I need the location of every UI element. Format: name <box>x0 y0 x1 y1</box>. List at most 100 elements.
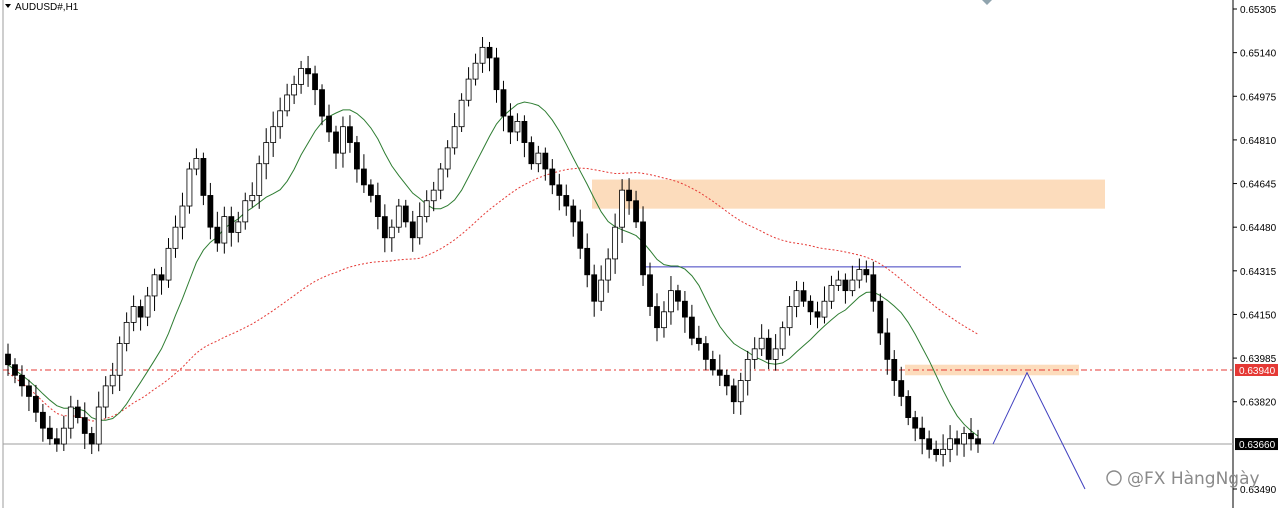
candle-body <box>395 205 402 228</box>
y-tick-label: 0.64810 <box>1240 136 1277 147</box>
candle-body <box>751 348 758 360</box>
candle-body <box>67 406 74 429</box>
dropdown-triangle-icon[interactable] <box>5 4 11 8</box>
y-tick-label: 0.64315 <box>1240 267 1277 278</box>
candle-body <box>884 332 891 360</box>
facebook-messenger-icon <box>1106 470 1122 486</box>
candle-body <box>863 269 870 276</box>
candle-body <box>947 438 953 450</box>
candle-body <box>109 374 116 387</box>
candle-body <box>151 274 158 297</box>
candle-body <box>312 73 318 91</box>
candle-body <box>675 290 681 302</box>
candle-body <box>33 396 39 413</box>
candle-body <box>828 284 835 302</box>
candle-body <box>961 433 967 445</box>
candle-body <box>200 158 207 196</box>
candle-body <box>688 316 695 339</box>
candle-body <box>682 300 688 318</box>
candle-body <box>235 221 242 233</box>
candle-body <box>26 385 32 397</box>
candle-body <box>347 126 353 143</box>
candle-body <box>165 247 172 281</box>
candle-body <box>821 300 828 318</box>
candle-body <box>116 343 123 376</box>
candle-body <box>556 184 563 196</box>
candle-body <box>340 126 346 154</box>
candle-body <box>842 279 849 292</box>
candle-body <box>291 83 298 96</box>
candle-body <box>444 147 451 170</box>
candle-body <box>975 438 981 445</box>
candle-body <box>19 374 25 387</box>
candle-body <box>493 57 500 91</box>
candle-body <box>319 89 325 117</box>
candle-body <box>598 279 605 302</box>
candle-body <box>95 406 102 445</box>
candle-body <box>60 427 67 445</box>
candle-body <box>786 306 793 329</box>
candle-body <box>507 115 514 133</box>
candle-body <box>158 274 165 281</box>
candle-body <box>326 115 332 133</box>
candle-body <box>81 417 88 434</box>
candle-body <box>39 411 46 429</box>
candle-body <box>723 374 730 387</box>
marker-diamond-icon <box>982 0 992 5</box>
watermark-text: @FX HàngNgày <box>1127 469 1260 489</box>
candle-body <box>270 126 277 143</box>
candle-body <box>465 78 472 101</box>
candle-body <box>737 380 744 403</box>
candle-body <box>563 195 570 207</box>
candle-body <box>12 364 18 376</box>
candle-body <box>654 306 660 329</box>
horizontal-lines-layer <box>3 266 1233 445</box>
candle-body <box>954 438 960 445</box>
candle-body <box>53 438 60 445</box>
candle-body <box>647 274 653 307</box>
candle-body <box>542 152 549 170</box>
candle-body <box>263 142 270 165</box>
y-tick-label: 0.64480 <box>1240 223 1277 234</box>
candle-body <box>437 168 444 191</box>
candle-body <box>207 195 214 228</box>
candle-body <box>228 216 235 233</box>
candle-body <box>968 433 974 440</box>
candle-body <box>891 359 898 381</box>
candle-body <box>612 226 619 260</box>
candle-body <box>367 184 374 196</box>
candle-body <box>695 337 702 344</box>
candle-body <box>193 158 200 170</box>
candle-body <box>898 380 905 397</box>
y-tick-label: 0.64645 <box>1240 180 1277 191</box>
price-tag-box <box>1235 363 1278 376</box>
candle-body <box>940 448 947 456</box>
candle-body <box>528 142 535 165</box>
candle-body <box>877 300 884 334</box>
y-tick-label: 0.65140 <box>1240 49 1277 60</box>
y-tick-label: 0.64975 <box>1240 92 1277 103</box>
candle-body <box>354 142 360 170</box>
supply-zone-upper <box>592 179 1105 209</box>
candle-body <box>451 126 458 149</box>
fast-moving-average <box>7 101 979 437</box>
candle-body <box>381 216 388 239</box>
candle-body <box>74 406 81 418</box>
candle-body <box>5 353 11 366</box>
candle-body <box>88 433 95 445</box>
candle-body <box>730 385 737 403</box>
candle-body <box>870 274 877 302</box>
candle-body <box>584 247 591 276</box>
price-tag-label: 0.63660 <box>1239 440 1276 451</box>
slow-moving-average <box>7 167 979 422</box>
candle-body <box>486 46 493 59</box>
candle-body <box>856 269 863 281</box>
watermark: @FX HàngNgày <box>1106 469 1260 489</box>
candle-body <box>744 359 751 381</box>
candle-body <box>137 306 144 318</box>
candle-body <box>807 300 814 313</box>
candle-body <box>416 216 423 239</box>
candle-body <box>521 120 528 143</box>
candle-body <box>249 195 256 202</box>
